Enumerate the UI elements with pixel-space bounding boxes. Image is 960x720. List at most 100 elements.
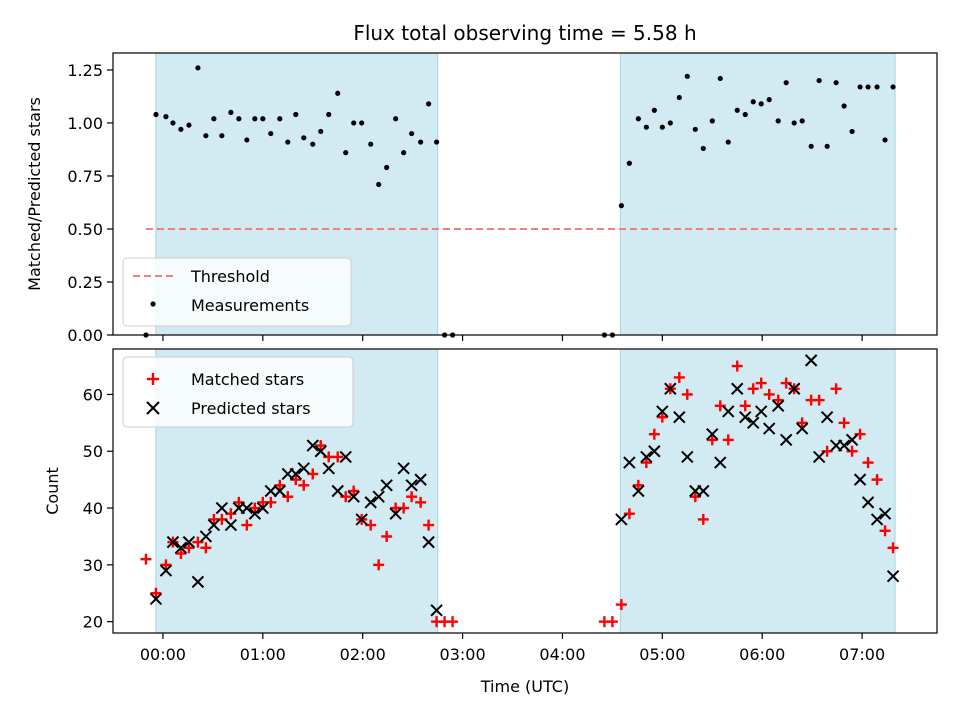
- predicted-point-36: [623, 456, 636, 469]
- measurement-point-41: [626, 160, 632, 166]
- predicted-point-48: [722, 405, 735, 418]
- predicted-point-30: [397, 462, 410, 475]
- predicted-point-23: [339, 450, 352, 464]
- legend-matched-label: Matched stars: [191, 370, 304, 389]
- predicted-point-b-7: [207, 518, 221, 532]
- measurement-point-31: [401, 150, 407, 156]
- bottom-ytick-label-2: 40: [83, 499, 103, 518]
- measurement-point-20: [310, 141, 316, 147]
- predicted-point-b-19: [306, 439, 319, 452]
- predicted-point-b-40: [656, 405, 669, 418]
- measurement-point-70: [865, 84, 871, 90]
- legend-threshold-label: Threshold: [190, 267, 270, 286]
- matched-point-7: [200, 542, 212, 554]
- measurement-point-64: [816, 77, 822, 84]
- matched-point-39: [606, 616, 618, 628]
- bottom-x-axis-label: Time (UTC): [480, 677, 569, 696]
- predicted-point-41: [664, 382, 677, 395]
- predicted-point-28: [380, 479, 393, 492]
- predicted-point-b-0: [149, 592, 163, 606]
- bottom-ytick-label-4: 60: [83, 385, 103, 404]
- predicted-point-b-23: [339, 450, 352, 464]
- predicted-point-7: [207, 518, 221, 532]
- predicted-point-b-52: [755, 405, 768, 418]
- measurement-point-40: [618, 203, 624, 209]
- predicted-point-40: [656, 405, 669, 418]
- matched-point-2: [160, 559, 172, 571]
- measurement-point-27: [368, 141, 374, 147]
- predicted-point-9: [224, 518, 238, 532]
- measurement-point-63: [808, 143, 814, 149]
- bottom-window-1: [620, 349, 896, 633]
- top-legend-box: [122, 257, 352, 327]
- predicted-point-49: [731, 382, 744, 395]
- measurement-point-66: [833, 80, 839, 86]
- matched-point-20: [307, 468, 319, 480]
- predicted-point-b-11: [240, 501, 254, 515]
- predicted-point-63: [845, 433, 859, 447]
- matched-point-25: [348, 485, 360, 497]
- top-observing-windows: [155, 53, 896, 335]
- measurement-point-33: [418, 139, 424, 145]
- predicted-point-6: [199, 530, 213, 543]
- bottom-y-axis-label: Count: [43, 467, 62, 515]
- predicted-point-27: [372, 490, 385, 503]
- predicted-point-b-17: [289, 467, 302, 481]
- measurement-point-43: [643, 124, 649, 130]
- predicted-point-b-13: [256, 501, 270, 515]
- matched-point-54: [731, 360, 743, 372]
- predicted-point-b-57: [795, 422, 809, 435]
- bottom-predicted-points: [149, 354, 900, 617]
- predicted-point-b-1: [159, 564, 173, 577]
- measurement-point-26: [359, 120, 365, 126]
- predicted-point-1: [159, 564, 173, 577]
- predicted-point-b-39: [648, 445, 661, 458]
- predicted-point-b-45: [697, 484, 710, 498]
- predicted-point-52: [755, 405, 768, 418]
- matched-point-4: [175, 547, 187, 559]
- predicted-point-b-26: [364, 496, 377, 509]
- predicted-point-b-31: [405, 479, 418, 492]
- predicted-point-42: [673, 410, 686, 424]
- measurement-point-24: [343, 150, 349, 156]
- predicted-point-25: [355, 513, 368, 526]
- measurement-point-16: [277, 116, 283, 122]
- measurement-point-42: [635, 116, 641, 122]
- measurement-point-11: [236, 116, 242, 122]
- predicted-point-b-5: [191, 575, 205, 589]
- matched-point-21: [315, 440, 327, 452]
- measurement-point-59: [775, 118, 781, 124]
- bottom-legend-box: [122, 356, 354, 428]
- predicted-point-26: [364, 496, 377, 509]
- matched-point-71: [871, 474, 883, 486]
- predicted-point-33: [422, 535, 435, 549]
- predicted-point-b-46: [706, 427, 719, 441]
- matched-point-70: [862, 457, 874, 469]
- matched-point-5: [183, 542, 195, 554]
- measurement-point-29: [384, 164, 390, 171]
- measurement-point-69: [857, 84, 863, 90]
- measurement-point-50: [700, 145, 706, 152]
- predicted-point-39: [648, 445, 661, 458]
- predicted-point-51: [747, 416, 760, 430]
- predicted-point-b-14: [264, 484, 278, 498]
- predicted-point-b-59: [812, 450, 826, 464]
- top-panel: 0.00 0.25 0.50 0.75 1.00 1.25 Matched/Predict…: [25, 52, 938, 345]
- measurement-point-22: [326, 111, 332, 118]
- predicted-point-b-62: [837, 439, 851, 452]
- matched-point-72: [879, 525, 891, 537]
- matched-point-0: [140, 553, 152, 565]
- predicted-point-14: [264, 484, 278, 498]
- matched-point-37: [447, 616, 459, 628]
- predicted-point-b-27: [372, 490, 385, 503]
- predicted-point-15: [273, 484, 287, 498]
- measurement-point-21: [318, 128, 324, 135]
- bottom-xtick-label-5: 05:00: [639, 645, 685, 664]
- predicted-point-b-8: [215, 501, 229, 515]
- predicted-point-b-38: [640, 450, 653, 464]
- measurement-point-45: [659, 124, 665, 130]
- measurement-point-67: [841, 103, 847, 109]
- predicted-point-67: [878, 507, 892, 520]
- predicted-point-b-63: [845, 433, 859, 447]
